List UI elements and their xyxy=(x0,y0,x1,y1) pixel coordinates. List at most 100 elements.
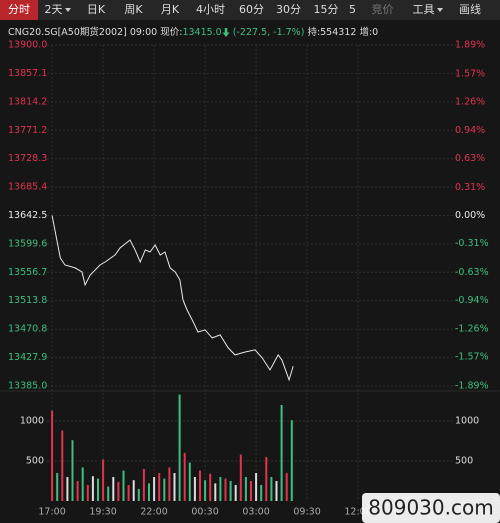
volume-bar xyxy=(204,480,207,501)
down-arrow xyxy=(222,28,230,37)
dropdown-icon xyxy=(436,8,443,12)
volume-bar xyxy=(280,405,283,501)
price-line xyxy=(51,215,294,382)
y2-tick-label: -1.26% xyxy=(455,324,489,335)
tab-label: 4小时 xyxy=(196,3,225,16)
volume-bar xyxy=(153,477,156,501)
toolbar-tab[interactable]: 工具 xyxy=(405,0,450,20)
x-tick-label: 19:30 xyxy=(89,507,116,518)
volume-bar xyxy=(168,467,171,501)
toolbar-tab[interactable]: 竞价 xyxy=(360,0,405,20)
volume-bar xyxy=(244,477,247,501)
volume-bar xyxy=(81,467,84,501)
tab-label: 周K xyxy=(124,3,143,16)
toolbar-tab[interactable]: 日K xyxy=(77,0,115,20)
toolbar-tab[interactable]: 5 xyxy=(345,0,360,20)
y2-tick-label: -1.89% xyxy=(455,381,489,392)
volume-bar xyxy=(199,470,201,501)
y-tick-label: 1000 xyxy=(20,416,44,427)
volume-bar xyxy=(239,454,242,501)
tab-label: 分时 xyxy=(8,3,30,16)
volume-bar xyxy=(127,485,130,501)
x-tick-label: 17:00 xyxy=(38,507,65,518)
tab-label: 30分 xyxy=(276,3,301,16)
y-tick-label: 13728.3 xyxy=(8,153,47,164)
y-tick-label: 1000 xyxy=(455,416,479,427)
volume-bar xyxy=(285,473,288,501)
volume-bar xyxy=(275,481,278,501)
tab-label: 5 xyxy=(349,3,356,16)
volume-bar xyxy=(148,483,150,501)
x-tick-label: 22:00 xyxy=(140,507,167,518)
toolbar-tab[interactable]: 月K xyxy=(152,0,188,20)
watermark: 809030.com xyxy=(368,496,493,520)
toolbar-tab[interactable]: 周K xyxy=(115,0,152,20)
time: 09:00 xyxy=(129,27,158,38)
volume-bar xyxy=(102,459,105,501)
dropdown-icon xyxy=(64,8,71,12)
y-tick-label: 500 xyxy=(26,456,44,467)
instrument: CNG20.SG[A50期货2002] xyxy=(8,27,127,38)
volume-bar xyxy=(107,486,110,501)
toolbar-tab[interactable]: 15分 xyxy=(307,0,345,20)
tab-label: 工具 xyxy=(412,3,435,16)
price-label: 现价: xyxy=(160,27,183,38)
volume-bar xyxy=(137,489,140,501)
volume-bar xyxy=(97,478,99,501)
volume-bar xyxy=(112,477,115,501)
y-tick-label: 13771.2 xyxy=(8,125,47,136)
toolbar-tab[interactable]: 分时 xyxy=(0,0,38,20)
y2-tick-label: 1.57% xyxy=(455,68,485,79)
price: 13415.0 xyxy=(182,27,222,38)
volume-bar xyxy=(163,478,166,501)
volume-bar xyxy=(66,477,69,501)
volume-bar xyxy=(209,473,212,501)
y-tick-label: 13685.4 xyxy=(8,182,47,193)
volume-bar xyxy=(183,453,186,501)
toolbar-tab[interactable]: 2天 xyxy=(38,0,77,20)
volume-bar xyxy=(219,477,222,501)
volume-bar xyxy=(117,481,120,501)
volume-bar xyxy=(290,420,293,501)
volume-bar xyxy=(255,473,258,501)
y-tick-label: 13513.8 xyxy=(8,295,47,306)
volume-bar xyxy=(188,462,191,501)
y-tick-label: 13642.5 xyxy=(8,210,47,221)
toolbar-tab[interactable]: 4小时 xyxy=(188,0,233,20)
tab-label: 2天 xyxy=(44,3,63,16)
volume-bar xyxy=(265,457,268,501)
volume-bar xyxy=(56,473,59,501)
tab-label: 画线 xyxy=(459,3,481,16)
y2-tick-label: -0.63% xyxy=(455,267,489,278)
volume-bar xyxy=(260,485,263,501)
volume-bar xyxy=(193,477,196,501)
change: (-227.5, -1.7%) xyxy=(232,27,305,38)
toolbar-tab[interactable]: 画线 xyxy=(450,0,490,20)
y-tick-label: 13900.0 xyxy=(8,40,47,51)
y-tick-label: 500 xyxy=(455,456,473,467)
volume-bar xyxy=(234,485,237,501)
y2-tick-label: 1.26% xyxy=(455,96,485,107)
volume-bar xyxy=(86,485,89,501)
volume-bar xyxy=(132,480,135,501)
volume-bar xyxy=(224,478,227,501)
x-tick-label: 09:30 xyxy=(293,507,320,518)
toolbar: 分时 2天 日K 周K 月K 4小时 60分 30分 15分 5 竞价 工具 画线 xyxy=(0,0,500,20)
increase: 增:0 xyxy=(359,27,379,38)
tab-label: 日K xyxy=(86,3,106,16)
volume-bar xyxy=(51,410,54,501)
volume-bar xyxy=(250,481,252,501)
y-tick-label: 13857.1 xyxy=(8,68,47,79)
y2-tick-label: -0.94% xyxy=(455,295,489,306)
volume-bar xyxy=(142,469,145,501)
x-tick-label: 00:30 xyxy=(191,507,218,518)
y2-tick-label: -0.31% xyxy=(455,238,489,249)
y-tick-label: 13470.8 xyxy=(8,324,47,335)
toolbar-tab[interactable]: 30分 xyxy=(270,0,307,20)
x-tick-label: 03:00 xyxy=(242,507,269,518)
tab-label: 60分 xyxy=(239,3,264,16)
quote-header: CNG20.SG[A50期货2002] 09:00 现价:13415.0 (-2… xyxy=(8,24,378,38)
toolbar-tab[interactable]: 60分 xyxy=(233,0,270,20)
